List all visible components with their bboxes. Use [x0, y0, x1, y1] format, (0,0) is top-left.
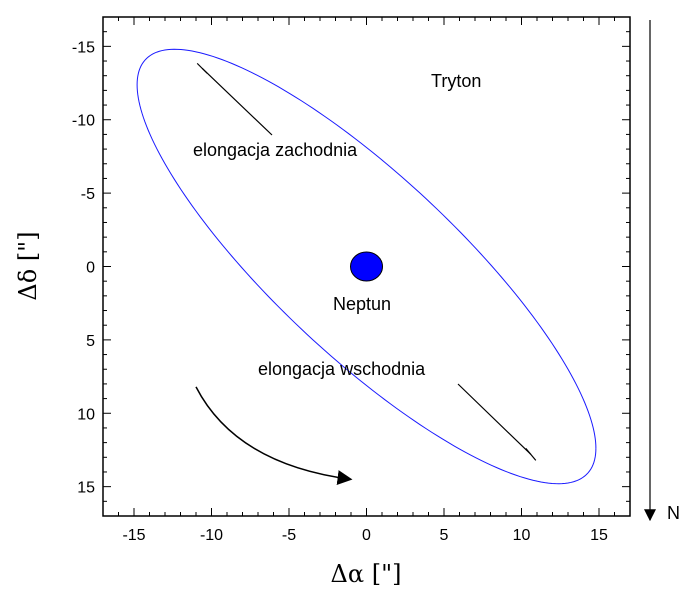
west-elongation-leader: [202, 68, 272, 135]
x-tick-label: 10: [513, 527, 531, 544]
y-tick-label: 0: [86, 260, 95, 277]
x-tick-labels: -15 -10 -5 0 5 10 15: [122, 527, 608, 544]
orbit-label-tryton: Tryton: [431, 71, 481, 91]
y-axis-title: Δδ ["]: [14, 231, 42, 300]
annotation-east-elongation: elongacja wschodnia: [258, 359, 426, 379]
x-tick-label: -15: [122, 527, 145, 544]
neptune-marker: [351, 252, 383, 281]
west-elongation-mark: [197, 63, 207, 73]
x-tick-label: -10: [200, 527, 223, 544]
neptune-label: Neptun: [333, 294, 391, 314]
y-tick-label: 10: [77, 406, 95, 423]
y-tick-label: 15: [77, 480, 95, 497]
y-tick-labels: -15 -10 -5 0 5 10 15: [72, 39, 95, 496]
annotation-west-elongation: elongacja zachodnia: [193, 140, 358, 160]
x-tick-label: 15: [590, 527, 608, 544]
y-tick-label: -15: [72, 39, 95, 56]
x-tick-label: -5: [282, 527, 296, 544]
y-tick-label: -10: [72, 113, 95, 130]
x-tick-label: 5: [440, 527, 449, 544]
x-tick-label: 0: [362, 527, 371, 544]
x-axis-title: Δα ["]: [331, 560, 402, 588]
east-elongation-mark: [526, 448, 536, 460]
y-tick-label: 5: [86, 333, 95, 350]
north-label: N: [667, 503, 680, 523]
y-tick-label: -5: [81, 186, 95, 203]
direction-arrow: [196, 387, 351, 479]
east-elongation-leader: [458, 384, 531, 454]
